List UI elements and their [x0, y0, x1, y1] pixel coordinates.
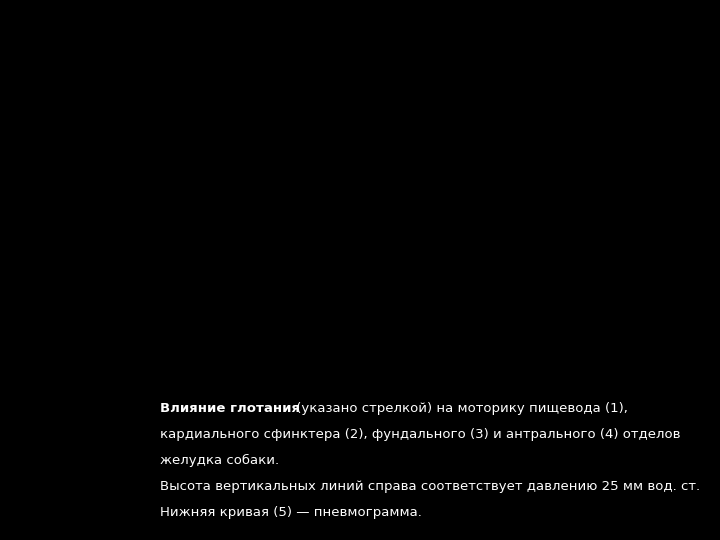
Text: 4: 4 — [144, 298, 150, 307]
Text: Нижняя кривая (5) — пневмограмма.: Нижняя кривая (5) — пневмограмма. — [160, 505, 422, 519]
Text: желудка собаки.: желудка собаки. — [160, 454, 279, 467]
Text: (указано стрелкой) на моторику пищевода (1),: (указано стрелкой) на моторику пищевода … — [292, 402, 629, 415]
Text: 2: 2 — [144, 154, 150, 163]
Text: Высота вертикальных линий справа соответствует давлению 25 мм вод. ст.: Высота вертикальных линий справа соответ… — [160, 480, 700, 493]
Text: 1: 1 — [144, 84, 150, 93]
Text: 30 с: 30 с — [421, 178, 442, 188]
Text: Влияние глотания: Влияние глотания — [160, 402, 300, 415]
Text: кардиального сфинктера (2), фундального (3) и антрального (4) отделов: кардиального сфинктера (2), фундального … — [160, 428, 680, 441]
Text: 3: 3 — [144, 220, 150, 229]
Text: 5: 5 — [144, 363, 150, 372]
